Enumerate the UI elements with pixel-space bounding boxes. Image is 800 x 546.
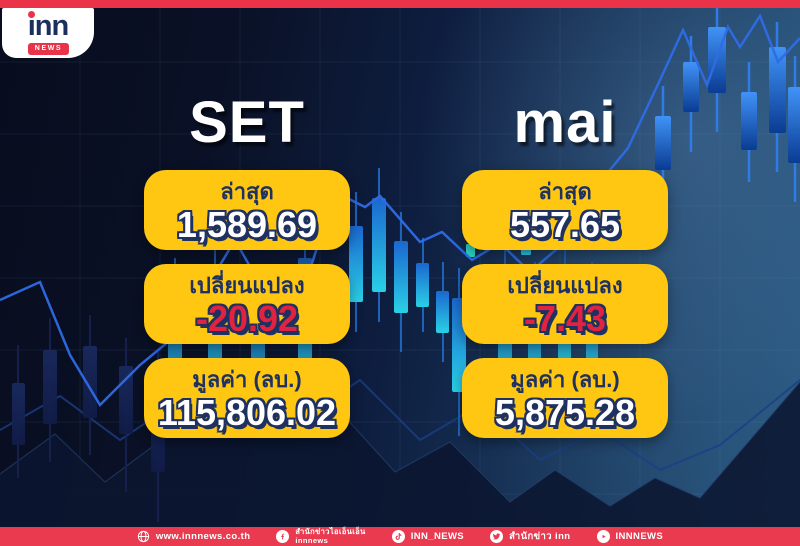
youtube-icon xyxy=(596,530,610,543)
mai-change-value: -7.43 xyxy=(523,298,607,340)
set-latest-label: ล่าสุด xyxy=(220,179,274,204)
mai-turnover-card: มูลค่า (ลบ.) 5,875.28 xyxy=(462,358,668,438)
tiktok-item: INN_NEWS xyxy=(391,530,465,543)
logo-red-dot-icon xyxy=(28,10,36,18)
inn-news-logo: inn NEWS xyxy=(2,8,94,58)
youtube-item: INNNEWS xyxy=(596,530,664,543)
logo-news-badge: NEWS xyxy=(27,42,69,55)
set-turnover-label: มูลค่า (ลบ.) xyxy=(192,367,302,392)
website-url: www.innnews.co.th xyxy=(155,531,251,542)
main-trend-line xyxy=(0,13,800,408)
tiktok-handle: INN_NEWS xyxy=(410,531,465,542)
mai-latest-card: ล่าสุด 557.65 xyxy=(462,170,668,250)
facebook-handle: สำนักข่าวไอเอ็นเอ็น innnews xyxy=(295,527,366,545)
globe-icon xyxy=(137,530,150,543)
mai-latest-label: ล่าสุด xyxy=(538,179,592,204)
mai-latest-value: 557.65 xyxy=(509,204,621,246)
mai-change-card: เปลี่ยนแปลง -7.43 xyxy=(462,264,668,344)
mai-turnover-label: มูลค่า (ลบ.) xyxy=(510,367,620,392)
set-change-card: เปลี่ยนแปลง -20.92 xyxy=(144,264,350,344)
set-index-title: SET xyxy=(189,90,305,155)
right-candlestick-cluster xyxy=(655,8,800,202)
set-turnover-card: มูลค่า (ลบ.) 115,806.02 xyxy=(144,358,350,438)
mai-index-title: mai xyxy=(513,90,617,155)
twitter-icon xyxy=(490,530,504,543)
top-accent-strip xyxy=(0,0,800,8)
set-latest-value: 1,589.69 xyxy=(176,204,318,246)
set-change-label: เปลี่ยนแปลง xyxy=(189,273,305,298)
footer-bar: www.innnews.co.th สำนักข่าวไอเอ็นเอ็น in… xyxy=(0,527,800,546)
facebook-icon xyxy=(276,530,290,543)
mai-turnover-value: 5,875.28 xyxy=(494,392,636,434)
twitter-item: สำนักข่าว inn xyxy=(490,529,570,544)
set-column: SET ล่าสุด 1,589.69 เปลี่ยนแปลง -20.92 ม… xyxy=(144,88,350,438)
mai-change-label: เปลี่ยนแปลง xyxy=(507,273,623,298)
twitter-handle: สำนักข่าว inn xyxy=(509,531,571,542)
mai-column: mai ล่าสุด 557.65 เปลี่ยนแปลง -7.43 มูลค… xyxy=(462,88,668,438)
set-change-value: -20.92 xyxy=(195,298,299,340)
logo-wordmark: inn xyxy=(28,10,69,41)
set-latest-card: ล่าสุด 1,589.69 xyxy=(144,170,350,250)
youtube-handle: INNNEWS xyxy=(615,531,664,542)
set-turnover-value: 115,806.02 xyxy=(157,392,337,434)
tiktok-icon xyxy=(391,530,405,543)
website-item: www.innnews.co.th xyxy=(137,530,251,543)
facebook-item: สำนักข่าวไอเอ็นเอ็น innnews xyxy=(276,527,366,545)
